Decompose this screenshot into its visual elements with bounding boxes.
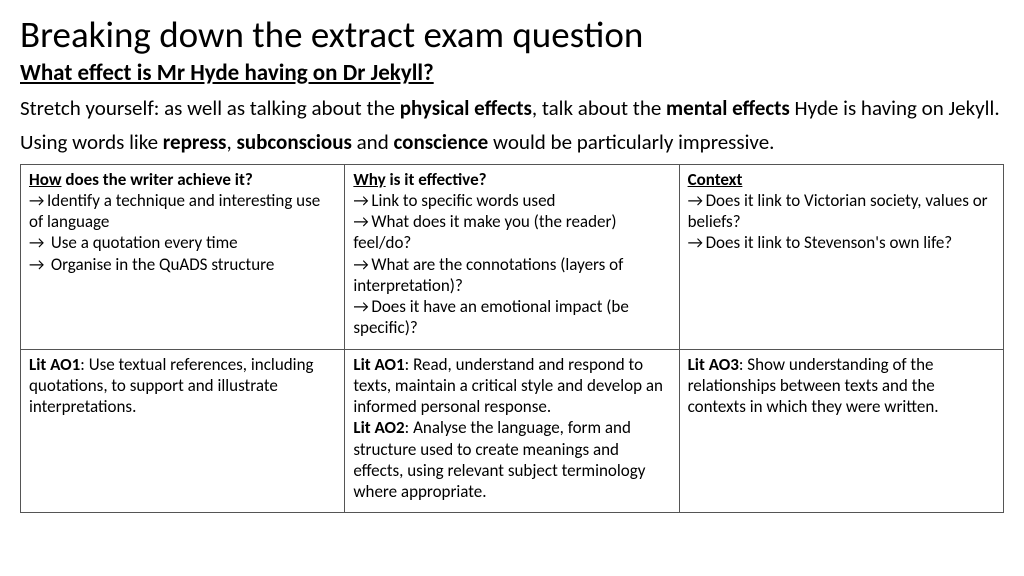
cell-heading: How (29, 169, 62, 190)
cell-ao-mid: Lit AO1: Read, understand and respond to… (345, 349, 679, 513)
bullet-text: What does it make you (the reader) feel/… (353, 211, 616, 253)
cell-ao-left: Lit AO1: Use textual references, includi… (21, 349, 345, 513)
bullet-text: What are the connotations (layers of int… (353, 254, 623, 296)
ao-label: Lit AO1 (29, 354, 80, 375)
bold-subconscious: subconscious (236, 129, 351, 155)
bullet-text: Identify a technique and interesting use… (29, 190, 320, 232)
text: Using words like (20, 129, 163, 155)
page-title: Breaking down the extract exam question (20, 12, 1004, 57)
text: Hyde is having on Jekyll. (790, 95, 1000, 121)
text: would be particularly impressive. (488, 129, 774, 155)
cell-ao-right: Lit AO3: Show understanding of the relat… (679, 349, 1003, 513)
cell-context: Context →Does it link to Victorian socie… (679, 164, 1003, 349)
text: , talk about the (532, 95, 666, 121)
bullet-line: →Identify a technique and interesting us… (29, 190, 336, 233)
text: , (226, 129, 236, 155)
arrow-icon: → (353, 190, 371, 211)
cell-heading-rest: does the writer achieve it? (62, 169, 253, 190)
table-row: Lit AO1: Use textual references, includi… (21, 349, 1004, 513)
vocab-paragraph: Using words like repress, subconscious a… (20, 129, 1004, 155)
bullet-text: Use a quotation every time (47, 232, 238, 253)
bullet-line: → Organise in the QuADS structure (29, 254, 336, 275)
analysis-table: How does the writer achieve it? →Identif… (20, 164, 1004, 514)
bold-conscience: conscience (393, 129, 488, 155)
bullet-text: Does it link to Victorian society, value… (688, 190, 988, 232)
arrow-icon: → (29, 254, 47, 275)
bullet-line: →Does it link to Stevenson's own life? (688, 232, 995, 253)
bold-mental: mental effects (666, 95, 790, 121)
table-row: How does the writer achieve it? →Identif… (21, 164, 1004, 349)
bullet-line: →Does it have an emotional impact (be sp… (353, 296, 670, 339)
arrow-icon: → (29, 190, 47, 211)
arrow-icon: → (29, 232, 47, 253)
arrow-icon: → (688, 190, 706, 211)
cell-heading-rest: is it effective? (386, 169, 487, 190)
cell-how: How does the writer achieve it? →Identif… (21, 164, 345, 349)
main-question: What effect is Mr Hyde having on Dr Jeky… (20, 59, 1004, 87)
bullet-line: →What does it make you (the reader) feel… (353, 211, 670, 254)
bold-repress: repress (163, 129, 227, 155)
arrow-icon: → (353, 211, 371, 232)
text: and (352, 129, 394, 155)
arrow-icon: → (353, 296, 371, 317)
cell-why: Why is it effective? →Link to specific w… (345, 164, 679, 349)
bold-physical: physical effects (400, 95, 532, 121)
ao-label: Lit AO2 (353, 417, 404, 438)
bullet-text: Does it link to Stevenson's own life? (706, 232, 953, 253)
ao-label: Lit AO3 (688, 354, 739, 375)
text: Stretch yourself: as well as talking abo… (20, 95, 400, 121)
bullet-line: →Link to specific words used (353, 190, 670, 211)
stretch-paragraph: Stretch yourself: as well as talking abo… (20, 95, 1004, 121)
bullet-text: Organise in the QuADS structure (47, 254, 274, 275)
bullet-line: →What are the connotations (layers of in… (353, 254, 670, 297)
bullet-text: Does it have an emotional impact (be spe… (353, 296, 628, 338)
bullet-text: Link to specific words used (371, 190, 555, 211)
cell-heading: Context (688, 169, 743, 190)
arrow-icon: → (353, 254, 371, 275)
ao-label: Lit AO1 (353, 354, 404, 375)
cell-heading: Why (353, 169, 385, 190)
arrow-icon: → (688, 232, 706, 253)
bullet-line: →Does it link to Victorian society, valu… (688, 190, 995, 233)
bullet-line: → Use a quotation every time (29, 232, 336, 253)
